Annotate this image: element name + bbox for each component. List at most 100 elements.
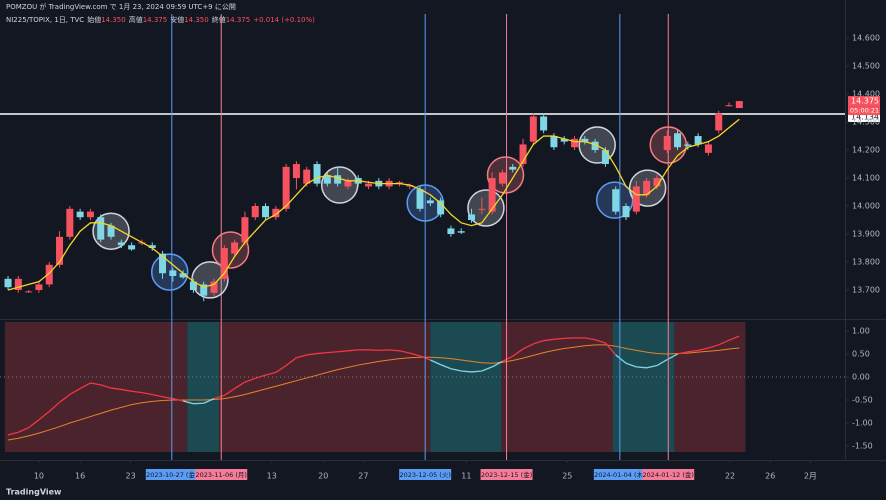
fast-line-segment xyxy=(131,390,143,394)
fast-line-segment xyxy=(543,338,555,342)
fast-line-segment xyxy=(141,392,153,396)
candle-body xyxy=(540,116,548,131)
candle-body xyxy=(251,206,259,218)
moving-average xyxy=(7,118,740,291)
fast-line-segment xyxy=(121,388,132,392)
x-tick-label: 23 xyxy=(126,472,136,481)
ohlc-label: 高値 xyxy=(129,15,143,24)
y-tick-label: 13.900 xyxy=(852,230,880,239)
y-tick-label: 13.800 xyxy=(852,258,880,267)
candle-body xyxy=(344,180,352,187)
date-label: 2023-12-05 (火) xyxy=(399,471,450,479)
x-tick-label: 26 xyxy=(765,472,775,481)
fast-line-segment xyxy=(646,364,658,369)
candle-body xyxy=(303,169,311,184)
y-tick-label: 1.00 xyxy=(852,327,870,336)
fast-line-segment xyxy=(337,350,348,353)
fast-line-segment xyxy=(677,351,688,355)
candle-body xyxy=(694,136,702,145)
candle-body xyxy=(4,278,12,288)
candle-body xyxy=(509,166,517,170)
fast-line-segment xyxy=(223,387,235,396)
fast-line-segment xyxy=(38,411,50,421)
fast-line-segment xyxy=(604,342,617,356)
fast-line-segment xyxy=(471,370,482,373)
fast-line-segment xyxy=(522,343,534,350)
date-label-box xyxy=(593,469,646,480)
change: +0.014 (+0.10%) xyxy=(253,16,315,24)
x-tick-label: 10 xyxy=(34,472,44,481)
candle-body xyxy=(478,208,486,210)
candle-body xyxy=(220,248,228,279)
y-tick-label: 14.200 xyxy=(852,146,880,155)
candle-body xyxy=(447,228,455,235)
candle-body xyxy=(323,175,331,184)
y-tick-label: 14.600 xyxy=(852,34,880,43)
candle-body xyxy=(395,182,403,184)
candle-body xyxy=(231,242,239,254)
fast-line-segment xyxy=(203,398,215,404)
candle-body xyxy=(437,200,445,215)
fast-line-segment xyxy=(615,354,627,364)
date-label: 2023-10-27 (金) xyxy=(146,470,197,479)
candle-body xyxy=(76,211,84,218)
fast-line-segment xyxy=(708,344,719,349)
ohlc-value: 14.375 xyxy=(143,16,168,24)
y-tick-label: -1.00 xyxy=(852,419,873,428)
fast-line-segment xyxy=(553,337,565,340)
candle-body xyxy=(488,178,496,212)
fast-line-segment xyxy=(59,393,71,403)
candle-body xyxy=(571,138,579,148)
y-tick-label: 0.50 xyxy=(852,350,870,359)
date-label: 2023-11-06 (月) xyxy=(196,471,247,479)
candle-body xyxy=(210,281,218,293)
x-tick-label: 20 xyxy=(318,472,328,481)
candle-body xyxy=(468,214,476,221)
candle-body xyxy=(612,189,620,212)
y-tick-label: 14.300 xyxy=(852,118,880,127)
candle-body xyxy=(189,281,197,291)
candle-body xyxy=(622,206,630,218)
date-label-box xyxy=(145,469,198,480)
date-label: 2024-01-12 (金) xyxy=(643,470,694,479)
fast-line-segment xyxy=(213,394,225,400)
fast-line-segment xyxy=(461,370,472,373)
fast-line-segment xyxy=(718,339,730,346)
fast-line-segment xyxy=(7,431,19,436)
zone xyxy=(187,322,220,452)
candle-body xyxy=(581,138,589,142)
y-tick-label: 13.700 xyxy=(852,286,880,295)
fast-line-segment xyxy=(636,366,647,369)
date-label-box xyxy=(399,469,452,480)
candle-body xyxy=(241,217,249,243)
candle-body xyxy=(56,236,64,265)
y-tick-label: 14.400 xyxy=(852,90,880,99)
candle-body xyxy=(674,133,682,148)
candle-body xyxy=(148,245,156,249)
last-price-box xyxy=(848,96,880,107)
fast-line-segment xyxy=(265,371,276,376)
x-tick-label: 2月 xyxy=(804,472,817,481)
fast-line-segment xyxy=(450,368,462,372)
fast-line-segment xyxy=(399,350,410,354)
zone xyxy=(674,322,746,452)
candle-body xyxy=(715,113,723,131)
candle-body xyxy=(179,273,187,278)
countdown: 05:00:21 xyxy=(850,107,879,115)
candle-body xyxy=(292,164,300,179)
fast-line-segment xyxy=(275,364,287,373)
x-tick-label: 16 xyxy=(75,472,85,481)
signal-circle xyxy=(467,189,505,227)
candle-body xyxy=(200,284,208,296)
candle-body xyxy=(117,242,125,246)
date-label-box xyxy=(642,469,695,480)
fast-line-segment xyxy=(172,398,184,402)
fast-line-segment xyxy=(389,349,400,352)
fast-line-segment xyxy=(28,419,40,429)
candle-body xyxy=(704,144,712,153)
fast-line-segment xyxy=(481,366,493,372)
fast-line-segment xyxy=(512,348,524,357)
fast-line-segment xyxy=(728,335,740,341)
zone xyxy=(612,322,675,452)
